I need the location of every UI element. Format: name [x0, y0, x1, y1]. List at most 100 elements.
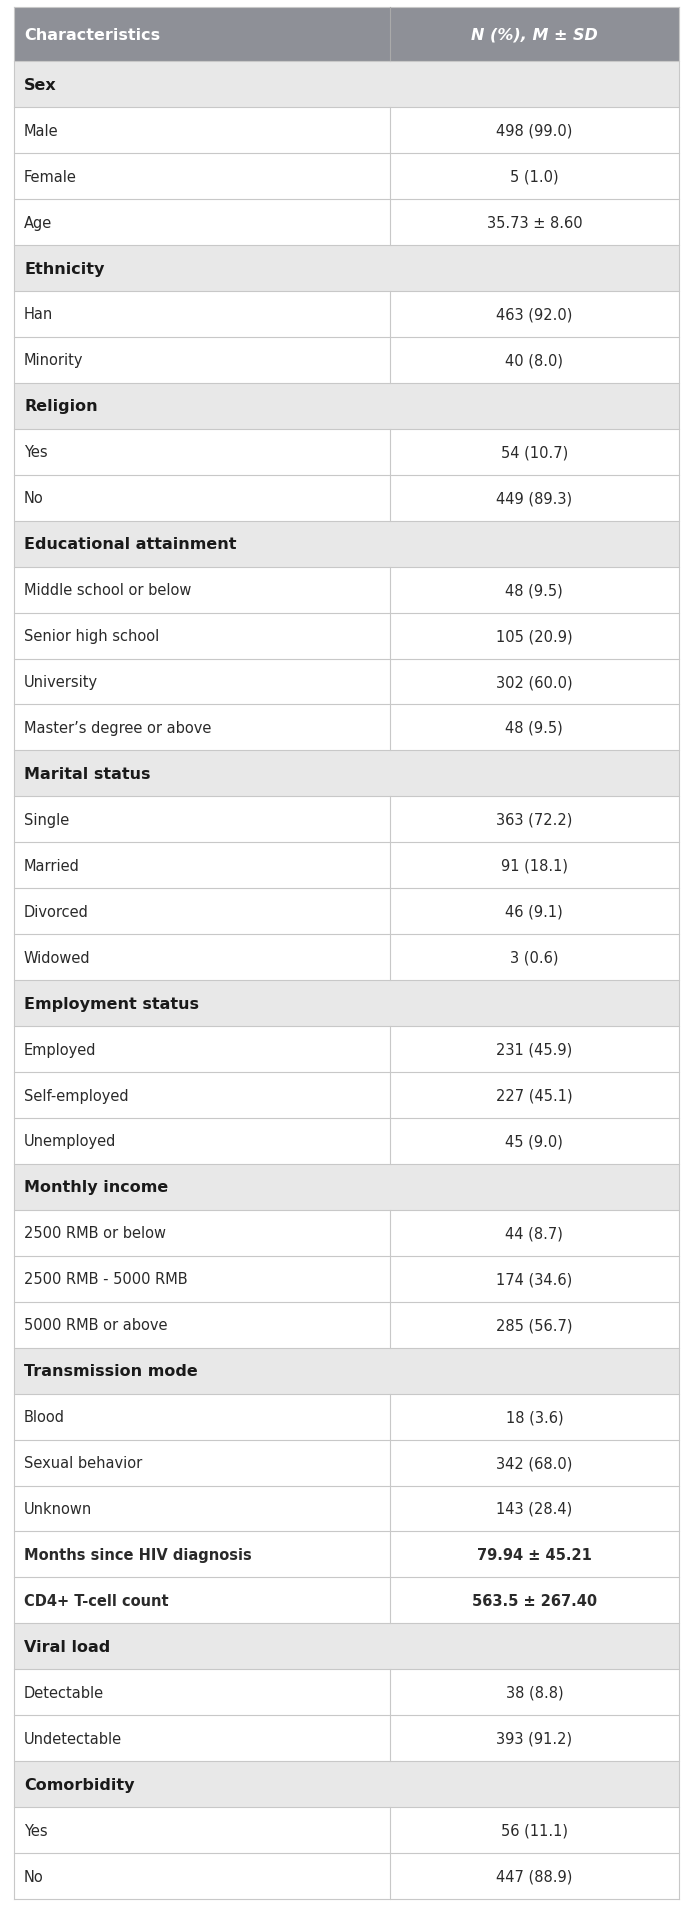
Bar	[14, 1531, 679, 1577]
Bar	[14, 706, 679, 751]
Text: Months since HIV diagnosis: Months since HIV diagnosis	[24, 1547, 252, 1562]
Text: 447 (88.9): 447 (88.9)	[496, 1869, 572, 1884]
Bar	[14, 980, 679, 1026]
Text: 18 (3.6): 18 (3.6)	[506, 1409, 563, 1425]
Text: Monthly income: Monthly income	[24, 1180, 168, 1196]
Text: Yes: Yes	[24, 1823, 48, 1838]
Text: Middle school or below: Middle school or below	[24, 584, 191, 597]
Bar	[14, 660, 679, 706]
Text: 3 (0.6): 3 (0.6)	[510, 950, 559, 965]
Text: Comorbidity: Comorbidity	[24, 1777, 134, 1793]
Text: Viral load: Viral load	[24, 1638, 110, 1653]
Bar	[14, 751, 679, 797]
Text: 5000 RMB or above: 5000 RMB or above	[24, 1318, 168, 1333]
Text: 35.73 ± 8.60: 35.73 ± 8.60	[486, 215, 582, 231]
Text: 393 (91.2): 393 (91.2)	[496, 1732, 572, 1745]
Text: 38 (8.8): 38 (8.8)	[506, 1686, 563, 1699]
Text: 285 (56.7): 285 (56.7)	[496, 1318, 572, 1333]
Bar	[14, 1072, 679, 1118]
Text: 231 (45.9): 231 (45.9)	[496, 1041, 572, 1056]
Bar	[14, 1165, 679, 1211]
Bar	[14, 1440, 679, 1486]
Text: 143 (28.4): 143 (28.4)	[496, 1501, 572, 1516]
Text: 302 (60.0): 302 (60.0)	[496, 675, 572, 690]
Text: 44 (8.7): 44 (8.7)	[505, 1226, 563, 1241]
Bar	[14, 521, 679, 568]
Bar	[14, 383, 679, 429]
Bar	[14, 934, 679, 980]
Text: Yes: Yes	[24, 444, 48, 460]
Text: 498 (99.0): 498 (99.0)	[496, 124, 572, 139]
Text: Minority: Minority	[24, 353, 83, 368]
Text: 174 (34.6): 174 (34.6)	[496, 1272, 572, 1287]
Bar	[14, 1026, 679, 1072]
Text: 2500 RMB - 5000 RMB: 2500 RMB - 5000 RMB	[24, 1272, 188, 1287]
Text: Educational attainment: Educational attainment	[24, 538, 236, 551]
Text: Unknown: Unknown	[24, 1501, 92, 1516]
Bar	[14, 338, 679, 383]
Text: No: No	[24, 490, 44, 505]
Bar	[14, 1623, 679, 1669]
Text: Undetectable: Undetectable	[24, 1732, 122, 1745]
Bar	[14, 843, 679, 889]
Text: 463 (92.0): 463 (92.0)	[496, 307, 572, 322]
Text: 342 (68.0): 342 (68.0)	[496, 1455, 572, 1470]
Text: 363 (72.2): 363 (72.2)	[496, 812, 572, 828]
Text: University: University	[24, 675, 98, 690]
Bar	[14, 1211, 679, 1257]
Text: Employment status: Employment status	[24, 995, 199, 1011]
Bar	[14, 8, 679, 63]
Text: Senior high school: Senior high school	[24, 629, 159, 645]
Text: 54 (10.7): 54 (10.7)	[501, 444, 568, 460]
Text: Self-employed: Self-employed	[24, 1087, 129, 1102]
Bar	[14, 154, 679, 200]
Bar	[14, 889, 679, 934]
Text: Divorced: Divorced	[24, 904, 89, 919]
Text: Marital status: Marital status	[24, 767, 150, 782]
Text: 227 (45.1): 227 (45.1)	[496, 1087, 572, 1102]
Bar	[14, 1714, 679, 1762]
Text: 563.5 ± 267.40: 563.5 ± 267.40	[472, 1592, 597, 1608]
Text: 5 (1.0): 5 (1.0)	[510, 170, 559, 185]
Bar	[14, 1854, 679, 1899]
Text: 48 (9.5): 48 (9.5)	[505, 584, 563, 597]
Text: 56 (11.1): 56 (11.1)	[501, 1823, 568, 1838]
Bar	[14, 568, 679, 614]
Text: 46 (9.1): 46 (9.1)	[505, 904, 563, 919]
Text: 40 (8.0): 40 (8.0)	[505, 353, 563, 368]
Bar	[14, 1118, 679, 1165]
Text: Married: Married	[24, 858, 80, 873]
Text: Male: Male	[24, 124, 59, 139]
Bar	[14, 1394, 679, 1440]
Text: 449 (89.3): 449 (89.3)	[496, 490, 572, 505]
Text: Ethnicity: Ethnicity	[24, 261, 105, 277]
Bar	[14, 1762, 679, 1808]
Text: Widowed: Widowed	[24, 950, 91, 965]
Bar	[14, 1302, 679, 1348]
Text: Sex: Sex	[24, 78, 57, 93]
Text: Master’s degree or above: Master’s degree or above	[24, 721, 211, 736]
Bar	[14, 200, 679, 246]
Text: Employed: Employed	[24, 1041, 96, 1056]
Text: Sexual behavior: Sexual behavior	[24, 1455, 142, 1470]
Bar	[14, 246, 679, 292]
Bar	[14, 63, 679, 109]
Text: Religion: Religion	[24, 399, 98, 414]
Text: Single: Single	[24, 812, 69, 828]
Bar	[14, 475, 679, 521]
Text: Transmission mode: Transmission mode	[24, 1364, 198, 1379]
Bar	[14, 292, 679, 338]
Bar	[14, 1486, 679, 1531]
Bar	[14, 109, 679, 154]
Bar	[14, 429, 679, 475]
Bar	[14, 797, 679, 843]
Text: 79.94 ± 45.21: 79.94 ± 45.21	[477, 1547, 592, 1562]
Text: N (%), M ± SD: N (%), M ± SD	[471, 27, 598, 42]
Bar	[14, 614, 679, 660]
Text: Detectable: Detectable	[24, 1686, 104, 1699]
Text: 45 (9.0): 45 (9.0)	[505, 1135, 563, 1148]
Text: 91 (18.1): 91 (18.1)	[501, 858, 568, 873]
Text: 48 (9.5): 48 (9.5)	[505, 721, 563, 736]
Text: Age: Age	[24, 215, 52, 231]
Text: 2500 RMB or below: 2500 RMB or below	[24, 1226, 166, 1241]
